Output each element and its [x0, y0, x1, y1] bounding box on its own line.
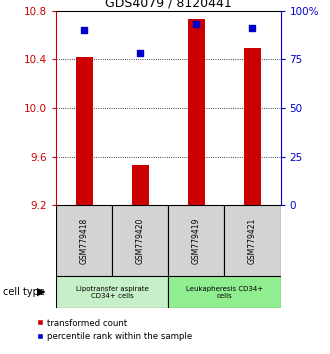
Text: GSM779419: GSM779419: [192, 217, 201, 264]
Text: GSM779420: GSM779420: [136, 217, 145, 264]
Text: Leukapheresis CD34+
cells: Leukapheresis CD34+ cells: [186, 286, 263, 298]
Bar: [76, 57, 92, 205]
Point: [194, 22, 199, 27]
Point: [82, 27, 87, 33]
Text: ▶: ▶: [37, 287, 46, 297]
Text: GSM779418: GSM779418: [80, 218, 89, 264]
Bar: [168, 276, 280, 308]
Text: cell type: cell type: [3, 287, 45, 297]
Bar: [188, 19, 205, 205]
Point: [138, 51, 143, 56]
Text: Lipotransfer aspirate
CD34+ cells: Lipotransfer aspirate CD34+ cells: [76, 286, 148, 298]
Legend: transformed count, percentile rank within the sample: transformed count, percentile rank withi…: [37, 319, 192, 341]
Point: [250, 25, 255, 31]
Bar: [56, 276, 168, 308]
Bar: [112, 205, 168, 276]
Title: GDS4079 / 8120441: GDS4079 / 8120441: [105, 0, 232, 10]
Bar: [168, 205, 224, 276]
Text: GSM779421: GSM779421: [248, 218, 257, 264]
Bar: [224, 205, 280, 276]
Bar: [56, 205, 112, 276]
Bar: [244, 48, 261, 205]
Bar: [132, 165, 149, 205]
